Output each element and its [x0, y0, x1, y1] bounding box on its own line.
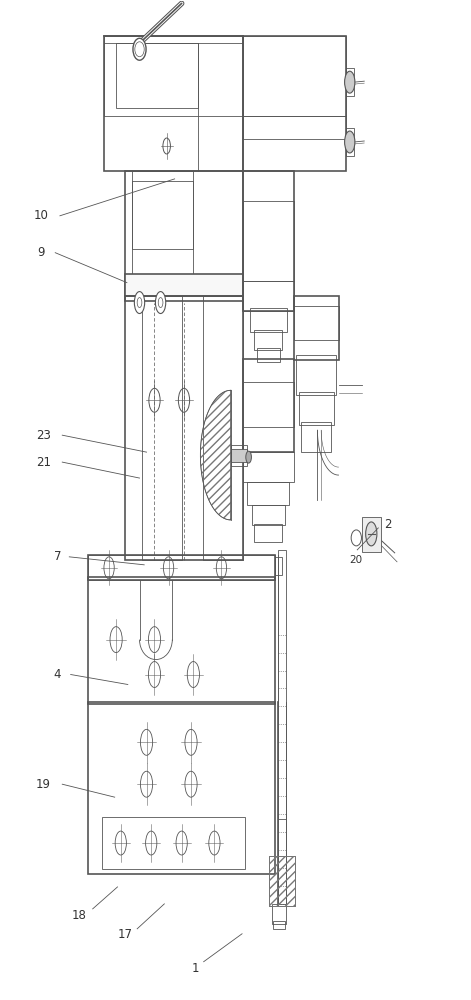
- Bar: [269, 856, 295, 906]
- Bar: [247, 482, 289, 505]
- Ellipse shape: [351, 530, 361, 546]
- Text: 21: 21: [36, 456, 51, 469]
- Bar: [299, 392, 334, 425]
- Bar: [254, 524, 282, 542]
- Bar: [254, 330, 282, 350]
- Bar: [142, 296, 182, 560]
- Text: 18: 18: [71, 909, 86, 922]
- Bar: [243, 116, 346, 139]
- Bar: [132, 181, 194, 291]
- Circle shape: [155, 292, 166, 314]
- Bar: [125, 171, 243, 301]
- Bar: [296, 355, 336, 395]
- Bar: [203, 296, 243, 560]
- Bar: [105, 36, 243, 116]
- Circle shape: [137, 298, 142, 308]
- Text: 7: 7: [54, 550, 61, 563]
- Circle shape: [345, 71, 355, 93]
- Bar: [346, 128, 354, 156]
- Circle shape: [345, 131, 355, 153]
- Bar: [132, 171, 194, 249]
- Bar: [275, 557, 282, 575]
- Bar: [269, 856, 295, 906]
- Bar: [125, 296, 243, 560]
- Text: 9: 9: [37, 246, 45, 259]
- Text: 19: 19: [36, 778, 51, 791]
- Bar: [252, 505, 284, 525]
- Bar: [243, 452, 294, 482]
- Text: 4: 4: [54, 668, 61, 681]
- Bar: [88, 702, 275, 874]
- Bar: [231, 449, 247, 462]
- Bar: [243, 281, 294, 311]
- Bar: [243, 36, 346, 171]
- Bar: [346, 68, 354, 96]
- Bar: [231, 445, 247, 466]
- Bar: [105, 36, 243, 171]
- Bar: [88, 577, 275, 704]
- Bar: [243, 201, 294, 281]
- Bar: [88, 555, 275, 580]
- Text: 10: 10: [34, 209, 49, 222]
- Text: 23: 23: [36, 429, 51, 442]
- Bar: [294, 306, 339, 340]
- Ellipse shape: [135, 42, 144, 57]
- Bar: [277, 550, 286, 819]
- Bar: [243, 36, 346, 116]
- Bar: [250, 308, 287, 332]
- Bar: [272, 904, 286, 924]
- Text: 1: 1: [192, 962, 199, 975]
- Bar: [116, 43, 198, 108]
- Bar: [301, 422, 332, 452]
- Bar: [88, 555, 275, 580]
- Circle shape: [158, 298, 163, 308]
- Bar: [243, 171, 294, 311]
- Text: 20: 20: [350, 555, 363, 565]
- Circle shape: [134, 292, 145, 314]
- Circle shape: [365, 522, 377, 546]
- Bar: [362, 517, 381, 552]
- Circle shape: [246, 451, 252, 463]
- Bar: [243, 382, 294, 427]
- Bar: [294, 296, 339, 360]
- Text: 2: 2: [384, 518, 391, 531]
- Bar: [102, 817, 245, 869]
- Text: 17: 17: [118, 928, 133, 941]
- Bar: [257, 348, 280, 362]
- Ellipse shape: [133, 38, 146, 60]
- Bar: [273, 921, 284, 929]
- Bar: [125, 274, 243, 296]
- Bar: [243, 359, 294, 452]
